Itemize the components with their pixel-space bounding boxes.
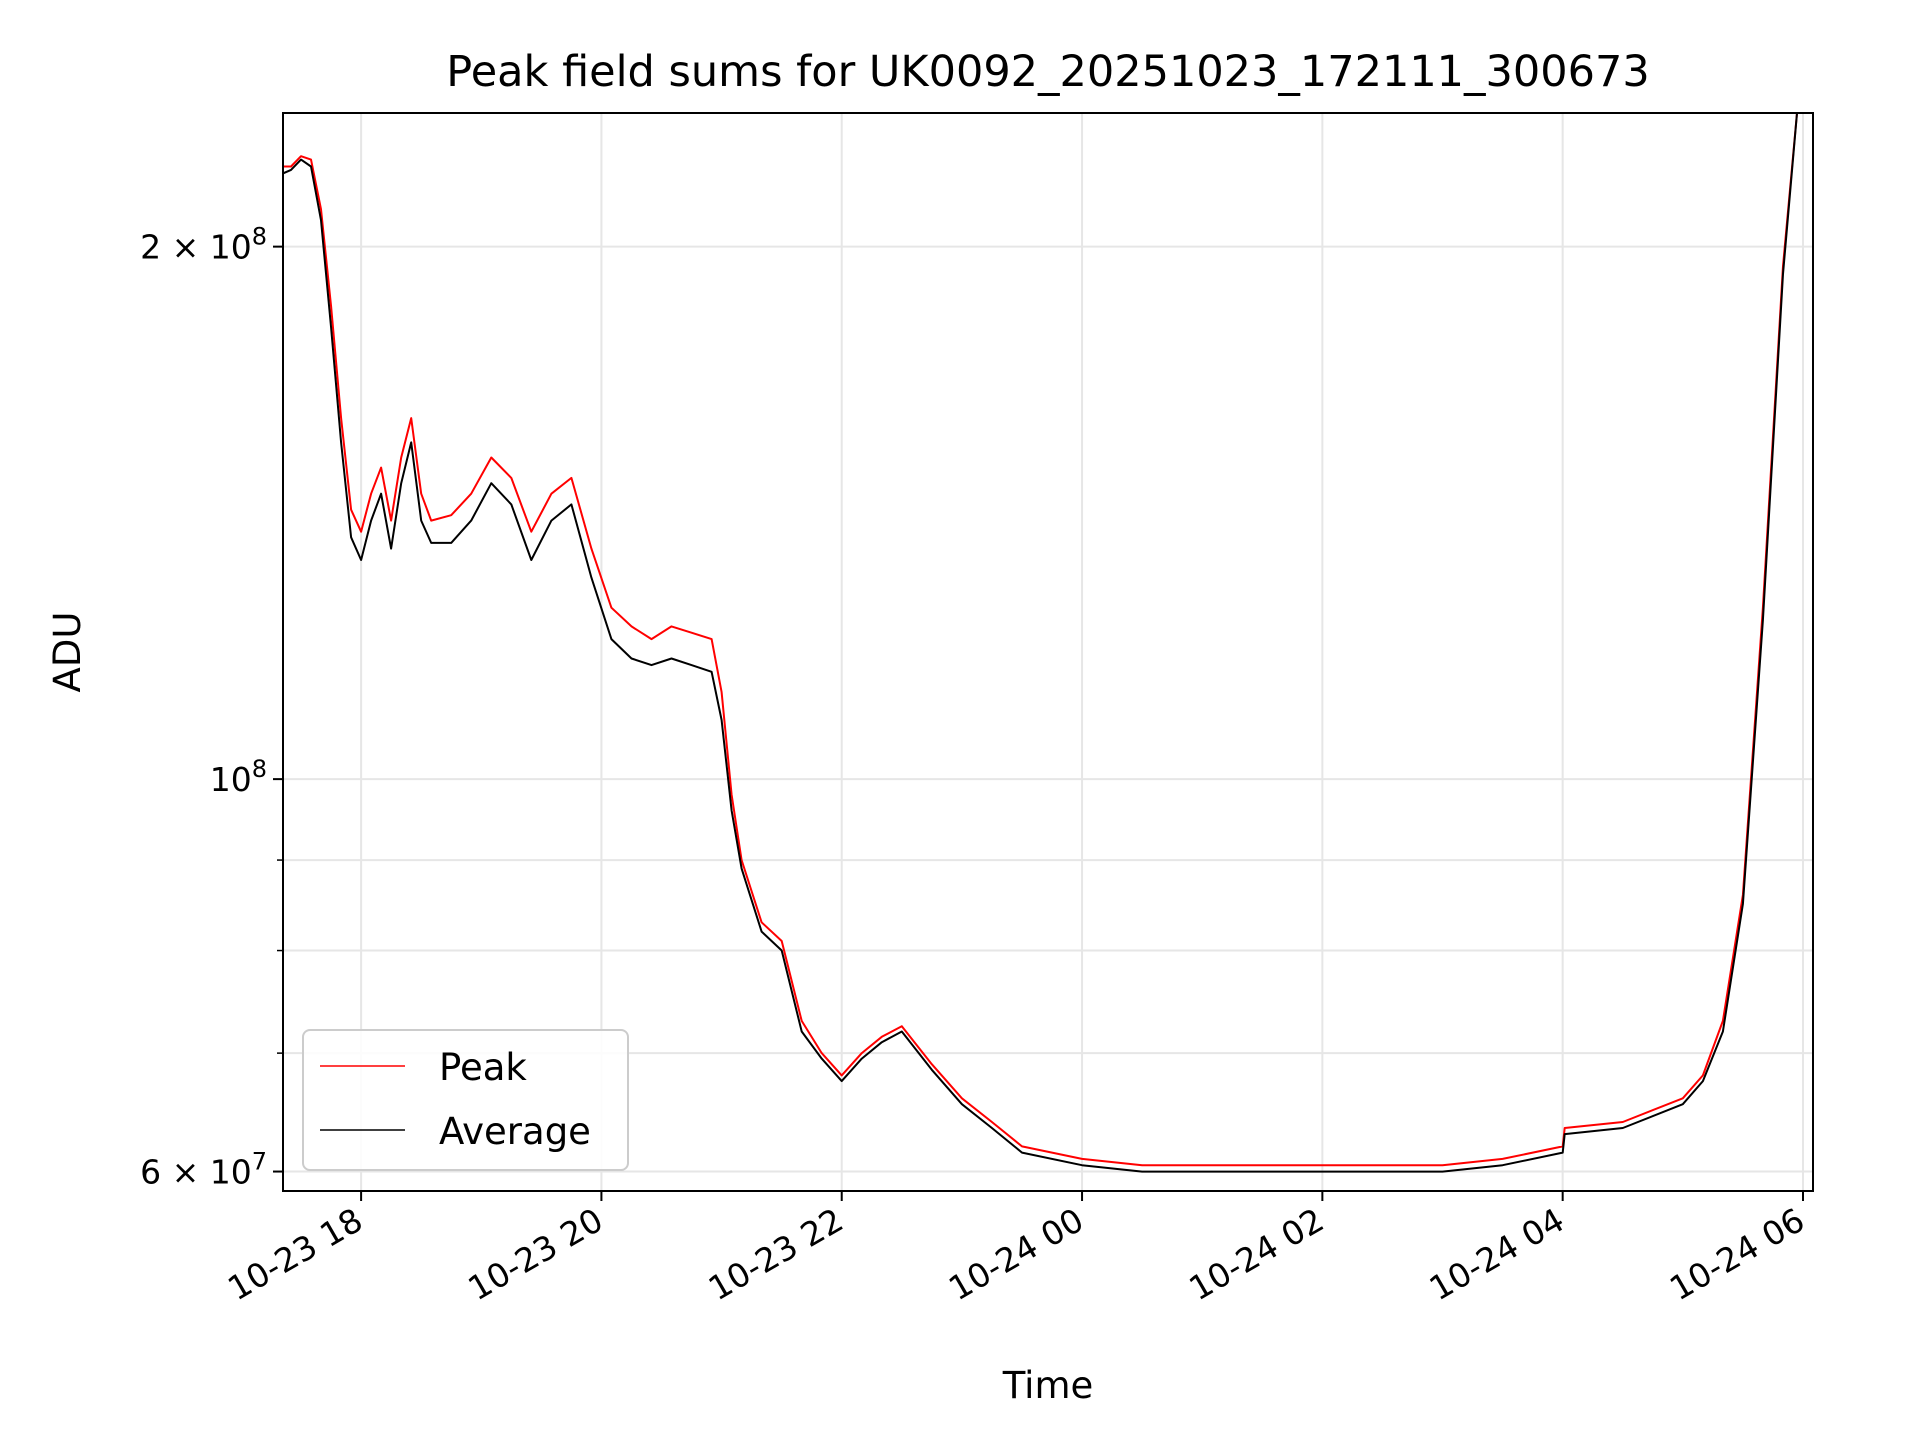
legend-label-peak: Peak xyxy=(439,1046,527,1089)
x-tick-label: 10-24 06 xyxy=(1663,1200,1811,1308)
legend-box xyxy=(302,1029,629,1171)
x-axis-label: Time xyxy=(1002,1364,1094,1407)
x-tick-label: 10-23 18 xyxy=(221,1200,369,1308)
plot-frame xyxy=(282,112,1814,1192)
chart-title: Peak field sums for UK0092_20251023_1721… xyxy=(446,47,1649,97)
x-axis: 10-23 18 10-23 20 10-23 22 10-24 00 10-24 02… xyxy=(221,1191,1811,1308)
x-tick-label: 10-23 20 xyxy=(461,1200,609,1308)
y-tick-label: 2 × 108 xyxy=(140,223,267,267)
x-tick-label: 10-24 04 xyxy=(1423,1200,1571,1308)
grid xyxy=(283,113,1813,1191)
x-tick-label: 10-24 00 xyxy=(942,1200,1090,1308)
series-line-average xyxy=(283,113,1798,1173)
legend-label-average: Average xyxy=(439,1110,591,1153)
y-tick-label: 6 × 107 xyxy=(140,1148,267,1192)
y-axis-label: ADU xyxy=(46,612,89,693)
y-tick-label: 108 xyxy=(210,755,267,799)
x-tick-label: 10-23 22 xyxy=(702,1200,850,1308)
series-line-peak xyxy=(283,113,1798,1167)
y-axis: 6 × 107 108 2 × 108 xyxy=(140,223,283,1192)
series-layer xyxy=(283,113,1798,1173)
x-tick-label: 10-24 02 xyxy=(1182,1200,1330,1308)
legend: Peak Average xyxy=(302,1029,629,1171)
